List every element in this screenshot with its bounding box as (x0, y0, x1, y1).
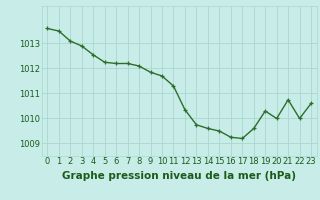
X-axis label: Graphe pression niveau de la mer (hPa): Graphe pression niveau de la mer (hPa) (62, 171, 296, 181)
